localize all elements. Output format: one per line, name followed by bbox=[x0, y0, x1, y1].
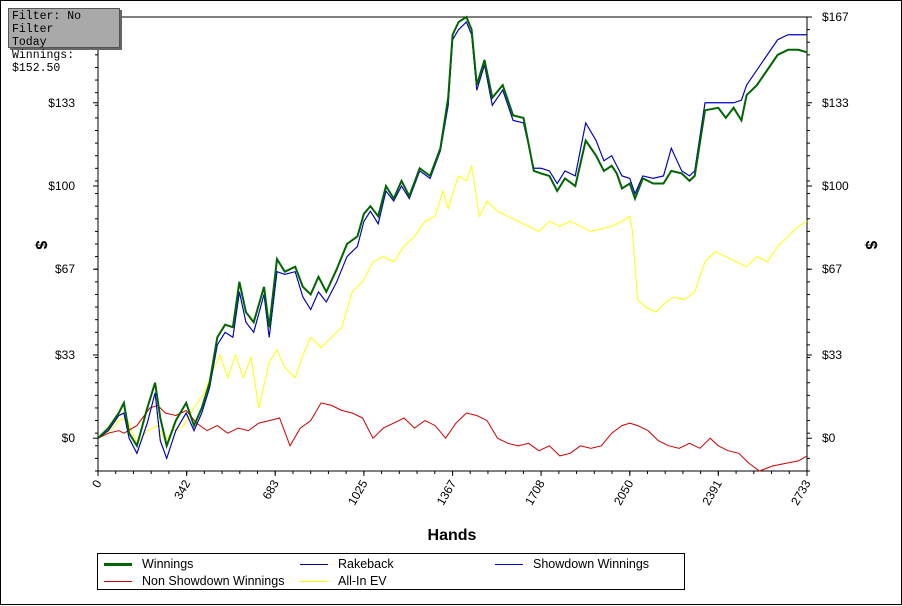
series-line-winnings bbox=[97, 15, 808, 450]
legend-item-winnings: Winnings bbox=[104, 556, 193, 572]
x-tick-label: 1367 bbox=[434, 477, 460, 507]
period-label: Today bbox=[12, 36, 47, 49]
winnings-label: Winnings: $152.50 bbox=[12, 49, 75, 75]
y-tick-label-right: $133 bbox=[822, 96, 849, 110]
legend-item-all-in-ev: All-In EV bbox=[300, 573, 387, 589]
y-tick-label-right: $67 bbox=[822, 262, 842, 276]
legend-item-non-showdown-winnings: Non Showdown Winnings bbox=[104, 573, 284, 589]
y-tick-label-left: $67 bbox=[55, 262, 75, 276]
legend-label-showdown-winnings: Showdown Winnings bbox=[533, 557, 650, 571]
legend-label-non-showdown-winnings: Non Showdown Winnings bbox=[142, 574, 285, 588]
x-tick-label: 1025 bbox=[345, 477, 371, 507]
x-tick-label: 1708 bbox=[522, 477, 548, 507]
y-tick-label-right: $100 bbox=[822, 179, 849, 193]
legend-label-winnings: Winnings bbox=[142, 557, 194, 571]
legend-swatch-showdown-winnings bbox=[495, 563, 523, 565]
x-tick-label: 2733 bbox=[788, 477, 814, 507]
series-lines bbox=[97, 15, 808, 472]
y-tick-label-right: $33 bbox=[822, 348, 842, 362]
filter-label: Filter: No Filter bbox=[12, 10, 82, 36]
y-tick-label-left: $133 bbox=[48, 96, 75, 110]
legend-swatch-all-in-ev bbox=[300, 580, 328, 582]
x-tick-label: 0 bbox=[89, 477, 105, 490]
y-axis-title-right: $ bbox=[862, 241, 879, 250]
filter-info-box: Filter: No Filter Today Winnings: $152.5… bbox=[8, 8, 120, 75]
series-line-non-showdown-winnings bbox=[97, 402, 808, 472]
x-tick-label: 683 bbox=[260, 477, 282, 502]
legend-swatch-winnings bbox=[104, 562, 132, 566]
x-tick-label: 342 bbox=[171, 477, 193, 502]
legend-item-showdown-winnings: Showdown Winnings bbox=[495, 556, 649, 572]
y-tick-label-left: $0 bbox=[62, 431, 76, 445]
legend-label-rakeback: Rakeback bbox=[338, 557, 394, 571]
chart-legend: Winnings Rakeback Showdown Winnings Non … bbox=[97, 553, 685, 590]
legend-label-all-in-ev: All-In EV bbox=[338, 574, 387, 588]
y-tick-label-left: $100 bbox=[48, 179, 75, 193]
y-tick-label-right: $167 bbox=[822, 10, 849, 24]
legend-item-rakeback: Rakeback bbox=[300, 556, 394, 572]
series-line-all-in-ev bbox=[97, 165, 808, 445]
x-axis-title: Hands bbox=[428, 527, 477, 544]
legend-swatch-non-showdown-winnings bbox=[104, 580, 132, 582]
y-tick-label-left: $33 bbox=[55, 348, 75, 362]
y-axis-title-left: $ bbox=[32, 241, 49, 250]
x-tick-label: 2391 bbox=[699, 477, 725, 507]
axes: 0 342 683 1025 1367 1708 2050 2391 2733 $0 $0 $33 $3… bbox=[48, 10, 849, 508]
x-tick-label: 2050 bbox=[611, 477, 637, 507]
legend-swatch-rakeback bbox=[300, 563, 328, 565]
y-tick-label-right: $0 bbox=[822, 431, 836, 445]
